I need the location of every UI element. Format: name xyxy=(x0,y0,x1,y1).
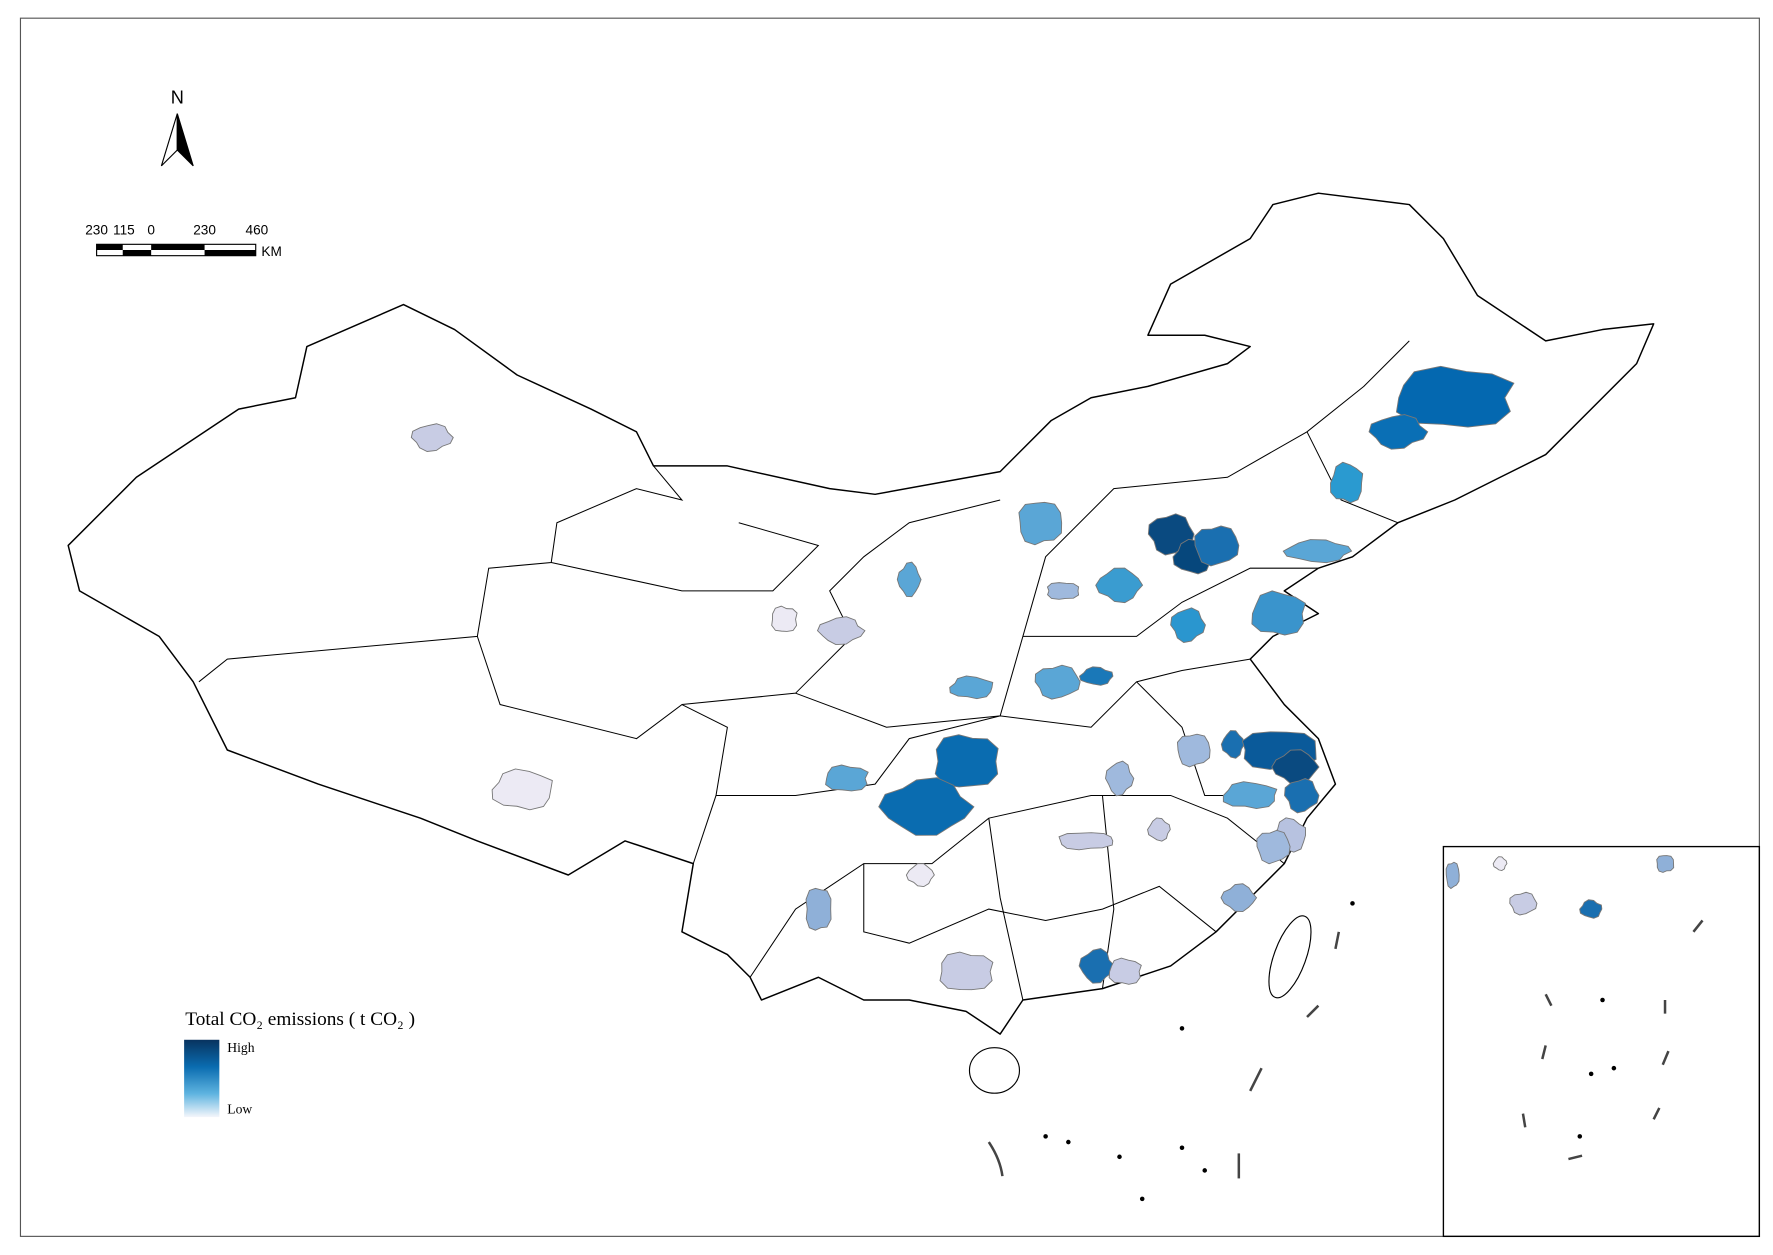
city-area xyxy=(1330,461,1364,504)
scale-seg xyxy=(151,244,205,250)
city-area xyxy=(1176,733,1211,768)
city-area xyxy=(1147,817,1171,842)
islet xyxy=(1117,1154,1122,1160)
city-area xyxy=(1108,957,1142,985)
inset-frame xyxy=(1442,845,1761,1238)
province-boundary xyxy=(863,863,1217,944)
city-layer xyxy=(410,365,1675,991)
city-area xyxy=(878,777,975,836)
legend-low: Low xyxy=(227,1101,252,1116)
city-area xyxy=(1034,664,1081,700)
city-area xyxy=(905,863,935,888)
city-area xyxy=(1656,855,1675,873)
scale-label: 230 xyxy=(85,222,108,237)
city-area xyxy=(1579,899,1603,919)
city-area xyxy=(939,951,994,991)
city-area xyxy=(1445,861,1460,890)
boundary-dash xyxy=(1661,1050,1670,1066)
islet xyxy=(1179,1145,1185,1150)
city-area xyxy=(1220,883,1258,913)
legend-ramp xyxy=(184,1039,220,1118)
boundary-dash xyxy=(1541,1045,1547,1060)
base-map xyxy=(67,192,1704,1202)
boundary-dash xyxy=(1544,993,1553,1007)
boundary-dash xyxy=(987,1141,1004,1177)
islet xyxy=(1043,1134,1048,1139)
islet xyxy=(1611,1065,1617,1071)
scale-bar: 230 115 0 230 460 KM xyxy=(85,222,282,259)
scale-seg xyxy=(96,244,123,250)
boundary-dash xyxy=(1334,931,1341,950)
city-area xyxy=(1046,582,1080,600)
islet xyxy=(1577,1134,1583,1139)
city-area xyxy=(1282,539,1353,564)
boundary-dash xyxy=(1568,1154,1583,1161)
city-area xyxy=(491,768,553,811)
province-boundary xyxy=(988,818,1024,1001)
legend-title: Total CO₂ emissions ( t CO₂ ) xyxy=(185,1009,415,1030)
scale-label: 230 xyxy=(193,222,216,237)
city-area xyxy=(1220,730,1245,759)
city-area xyxy=(1256,829,1291,865)
scale-label: 115 xyxy=(113,222,135,237)
island xyxy=(1268,915,1312,999)
islet xyxy=(1066,1139,1071,1145)
province-boundary xyxy=(1306,431,1399,524)
boundary-dash xyxy=(1306,1004,1320,1018)
boundary-dash xyxy=(1521,1113,1527,1128)
islet xyxy=(1600,997,1605,1003)
city-area xyxy=(410,423,454,452)
islet xyxy=(1179,1026,1185,1031)
scale-seg xyxy=(122,250,152,256)
city-area xyxy=(1368,414,1429,450)
city-area xyxy=(1251,590,1306,636)
province-boundary xyxy=(198,465,684,683)
north-arrow xyxy=(176,113,194,167)
city-area xyxy=(896,561,922,598)
city-area xyxy=(1509,891,1538,916)
city-area xyxy=(1095,567,1144,604)
city-area xyxy=(949,675,994,700)
islet xyxy=(1588,1071,1594,1077)
city-area xyxy=(1284,778,1320,814)
city-area xyxy=(1222,781,1278,809)
city-area xyxy=(1105,760,1135,797)
city-area xyxy=(805,887,832,931)
islet xyxy=(1202,1168,1208,1173)
island xyxy=(968,1047,1021,1094)
north-arrow xyxy=(160,113,178,167)
province-boundary xyxy=(716,658,1251,796)
legend-high: High xyxy=(227,1040,254,1055)
province-boundary xyxy=(1022,567,1319,637)
province-boundary xyxy=(795,340,1410,728)
frame xyxy=(19,17,1760,1237)
scale-label: 0 xyxy=(147,222,155,237)
city-area xyxy=(1078,666,1114,686)
city-area xyxy=(816,616,866,646)
city-area xyxy=(1492,856,1508,872)
north-label: N xyxy=(171,88,184,108)
scale-unit: KM xyxy=(261,244,281,259)
islet xyxy=(1350,901,1355,906)
country-outline xyxy=(67,192,1655,1035)
city-area xyxy=(1018,501,1063,546)
province-boundary xyxy=(551,522,820,592)
city-area xyxy=(1078,948,1116,984)
scale-label: 460 xyxy=(245,222,268,237)
city-area xyxy=(1170,607,1206,643)
city-area xyxy=(1058,832,1114,851)
islet xyxy=(1139,1196,1145,1202)
boundary-dash xyxy=(1249,1067,1263,1092)
city-area xyxy=(1194,525,1240,567)
city-area xyxy=(1395,365,1515,428)
boundary-dash xyxy=(1692,919,1704,933)
scale-seg xyxy=(204,250,256,256)
boundary-dash xyxy=(1652,1107,1661,1120)
city-area xyxy=(934,734,999,788)
city-area xyxy=(825,764,869,792)
city-area xyxy=(771,605,798,632)
